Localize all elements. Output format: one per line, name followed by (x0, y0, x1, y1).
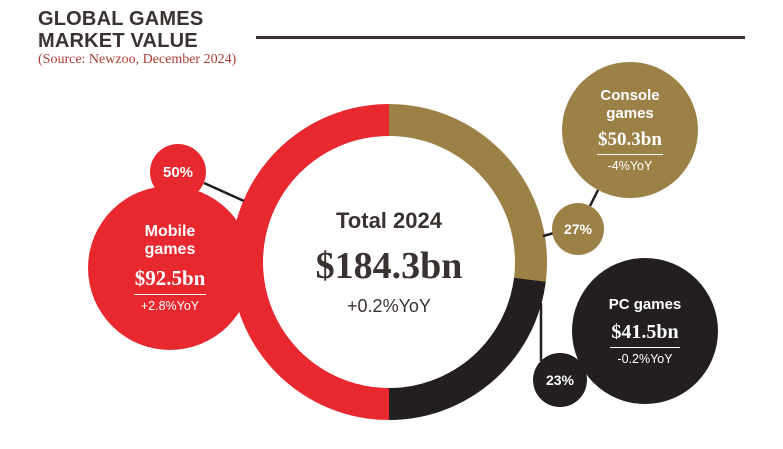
total-value: $184.3bn (315, 244, 463, 287)
mobile-games-label-line2: games (144, 241, 196, 258)
page-title: GLOBAL GAMES MARKET VALUE (38, 8, 203, 53)
console-games-label: Console games (600, 87, 659, 122)
console-games-label-line2: games (606, 104, 654, 122)
header-divider (256, 36, 745, 39)
donut-center-label: Total 2024 $184.3bn +0.2%YoY (231, 104, 547, 420)
console-games-change: -4%YoY (607, 158, 653, 173)
mobile-games-bubble: Mobile games $92.5bn +2.8%YoY (88, 186, 252, 350)
source-note: (Source: Newzoo, December 2024) (38, 52, 237, 67)
mobile-games-change: +2.8%YoY (140, 299, 200, 314)
console-games-value: $50.3bn (597, 127, 663, 155)
donut-hole (263, 136, 515, 388)
mobile-share-badge: 50% (150, 144, 206, 200)
pc-games-label: PC games (609, 296, 682, 313)
mobile-games-label-line1: Mobile (144, 222, 196, 240)
pc-games-value: $41.5bn (610, 319, 680, 348)
total-label: Total 2024 (336, 207, 442, 233)
pc-games-label-line1: PC games (608, 296, 682, 314)
pc-games-change: -0.2%YoY (617, 351, 673, 366)
mobile-games-value: $92.5bn (133, 264, 207, 296)
pc-share-badge: 23% (533, 353, 587, 407)
mobile-games-label: Mobile games (145, 223, 196, 260)
page-title-line1: GLOBAL GAMES (38, 8, 204, 30)
donut-chart: Total 2024 $184.3bn +0.2%YoY (231, 104, 547, 420)
page-title-line2: MARKET VALUE (38, 30, 198, 53)
pc-games-bubble: PC games $41.5bn -0.2%YoY (572, 258, 718, 404)
total-change: +0.2%YoY (347, 295, 431, 316)
console-share-badge: 27% (552, 203, 604, 255)
console-games-bubble: Console games $50.3bn -4%YoY (562, 62, 698, 198)
connector-console-bubble (588, 189, 600, 207)
console-games-label-line1: Console (600, 87, 660, 105)
